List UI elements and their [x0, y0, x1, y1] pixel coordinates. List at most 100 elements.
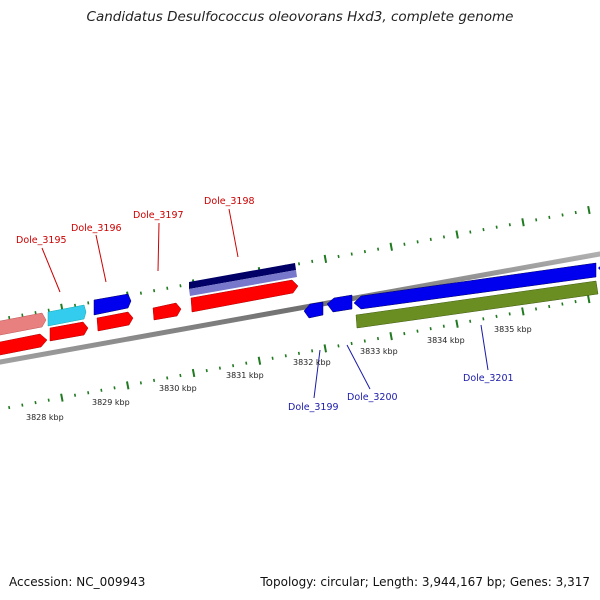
tick-mark: [21, 313, 24, 317]
tick-mark: [442, 324, 445, 328]
leader-dole-3201: [480, 324, 489, 371]
tick-mark: [455, 230, 459, 239]
accession-text: Accession: NC_009943: [9, 575, 146, 589]
tick-mark: [166, 286, 169, 290]
label-dole-3195: Dole_3195: [16, 235, 67, 246]
gene-dole-3196-red[interactable]: [96, 311, 134, 332]
tick-mark: [363, 249, 366, 254]
kbp-label: 3834 kbp: [427, 336, 465, 345]
tick-mark: [21, 403, 24, 407]
tick-mark: [100, 388, 103, 392]
tick-mark: [232, 364, 235, 368]
tick-mark: [548, 304, 551, 309]
label-dole-3201: Dole_3201: [463, 373, 514, 384]
tick-mark: [469, 319, 472, 323]
tick-mark: [311, 349, 314, 353]
gene-dole-3201-olive[interactable]: [355, 280, 599, 329]
gene-dole-3198-lavender[interactable]: [189, 270, 297, 296]
kbp-label: 3829 kbp: [92, 398, 130, 407]
tick-mark: [508, 223, 511, 227]
label-dole-3199: Dole_3199: [288, 402, 339, 413]
gene-dole-3195[interactable]: [47, 304, 87, 327]
tick-mark: [416, 329, 419, 333]
tick-track-lower: [8, 294, 591, 410]
tick-mark: [125, 381, 130, 390]
tick-mark: [139, 291, 142, 295]
tick-mark: [87, 391, 90, 395]
tick-mark: [87, 301, 90, 305]
kbp-label: 3831 kbp: [226, 371, 264, 380]
tick-mark: [323, 344, 328, 353]
tick-mark: [403, 242, 406, 246]
tick-mark: [297, 351, 301, 355]
leader-dole-3198: [228, 208, 239, 258]
gene-red-1[interactable]: [0, 333, 48, 356]
tick-mark: [323, 254, 328, 264]
gene-dole-3196[interactable]: [93, 293, 132, 316]
label-dole-3196: Dole_3196: [71, 223, 122, 234]
leader-dole-3199: [313, 349, 321, 399]
tick-mark: [152, 378, 156, 383]
tick-mark: [271, 356, 274, 360]
tick-mark: [561, 302, 564, 306]
tick-mark: [297, 262, 301, 266]
tick-mark: [574, 210, 577, 215]
tick-mark: [350, 252, 353, 256]
tick-mark: [469, 230, 472, 234]
tick-mark: [587, 205, 591, 215]
tick-mark: [311, 259, 314, 263]
tick-mark: [73, 303, 77, 307]
tick-mark: [47, 308, 50, 312]
tick-mark: [482, 227, 485, 232]
gene-red-2[interactable]: [49, 321, 89, 342]
tick-mark: [205, 368, 208, 373]
leader-dole-3197: [157, 222, 160, 272]
tick-mark: [218, 366, 221, 370]
tick-mark: [166, 376, 169, 380]
tick-mark: [548, 215, 551, 220]
kbp-label: 3833 kbp: [360, 347, 398, 356]
tick-mark: [534, 307, 538, 311]
tick-mark: [337, 254, 340, 259]
tick-mark: [495, 225, 498, 229]
leader-dole-3196: [95, 234, 107, 283]
tick-mark: [389, 331, 393, 341]
gene-dole-3200[interactable]: [326, 294, 353, 313]
tick-mark: [73, 393, 77, 397]
tick-mark: [377, 247, 380, 251]
label-dole-3197: Dole_3197: [133, 210, 184, 221]
gene-dole-3197[interactable]: [152, 302, 182, 321]
tick-mark: [113, 386, 116, 390]
tick-mark: [363, 339, 366, 343]
tick-mark: [153, 289, 156, 293]
gene-dole-3199[interactable]: [303, 301, 324, 319]
tick-mark: [535, 218, 538, 222]
tick-mark: [416, 240, 419, 244]
genome-backbone: [0, 251, 600, 365]
tick-mark: [574, 299, 577, 304]
tick-mark: [47, 398, 50, 402]
gene-pink[interactable]: [0, 312, 47, 336]
tick-mark: [34, 400, 37, 405]
tick-mark: [191, 368, 196, 378]
gene-dole-3201-blue[interactable]: [353, 262, 597, 310]
tick-mark: [429, 237, 432, 241]
tick-mark: [429, 327, 432, 331]
kbp-label: 3830 kbp: [159, 384, 197, 393]
label-dole-3200: Dole_3200: [347, 392, 398, 403]
tick-mark: [561, 213, 564, 217]
kbp-label: 3832 kbp: [293, 358, 331, 367]
page-title: Candidatus Desulfococcus oleovorans Hxd3…: [86, 9, 514, 25]
kbp-label: 3835 kbp: [494, 325, 532, 334]
gene-dole-3198-red[interactable]: [190, 279, 299, 313]
tick-mark: [403, 331, 406, 336]
leader-dole-3195: [41, 247, 61, 293]
label-dole-3198: Dole_3198: [204, 196, 255, 207]
tick-mark: [34, 311, 37, 315]
tick-mark: [284, 354, 287, 358]
gene-dole-3198-navy[interactable]: [189, 263, 296, 289]
tick-mark: [495, 314, 498, 318]
kbp-label: 3828 kbp: [26, 413, 64, 422]
tick-mark: [139, 381, 142, 385]
